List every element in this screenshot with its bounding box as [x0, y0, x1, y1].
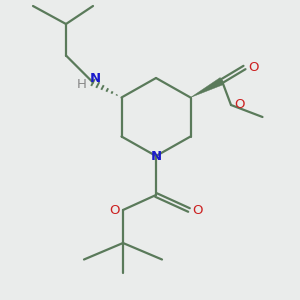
Text: O: O [248, 61, 259, 74]
Text: O: O [109, 203, 119, 217]
Text: N: N [150, 149, 162, 163]
Text: O: O [235, 98, 245, 112]
Polygon shape [190, 77, 224, 98]
Text: N: N [90, 72, 101, 86]
Text: H: H [77, 78, 86, 92]
Text: O: O [193, 203, 203, 217]
